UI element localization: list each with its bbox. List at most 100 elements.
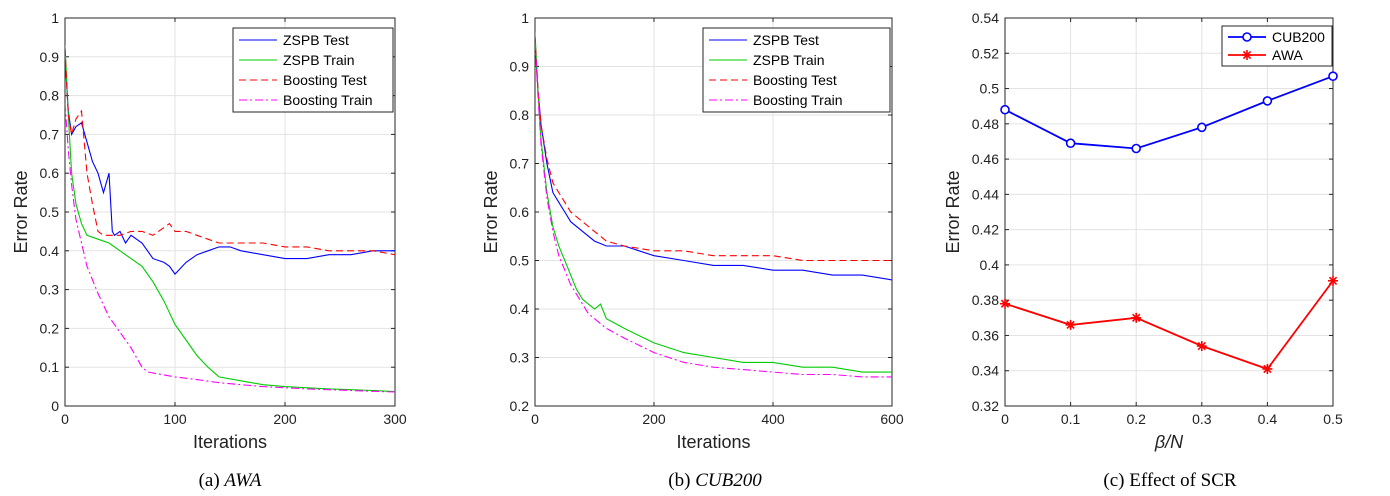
- y-tick-label: 0.7: [40, 126, 60, 142]
- figure-caption: (c) Effect of SCR: [1103, 470, 1236, 491]
- y-axis-label: Error Rate: [481, 170, 501, 253]
- x-tick-label: 100: [163, 411, 187, 427]
- legend-label: Boosting Train: [283, 92, 373, 108]
- series-line-zspb-train: [535, 32, 892, 373]
- series-group: [65, 45, 395, 393]
- y-tick-label: 0.9: [40, 49, 60, 65]
- plot-frame: [1004, 17, 1334, 407]
- x-tick-label: 600: [880, 411, 904, 427]
- legend-box: [1221, 25, 1333, 67]
- data-point-circle: [1262, 96, 1273, 106]
- y-tick-label: 0.2: [510, 398, 530, 414]
- data-point-star: [1262, 363, 1273, 374]
- data-point-star: [1328, 275, 1338, 286]
- data-point-star: [1065, 319, 1076, 330]
- y-tick-label: 0.6: [510, 204, 530, 220]
- legend: ZSPB Test ZSPB Train Boosting Test Boosting…: [702, 27, 891, 113]
- y-tick-label: 0.2: [40, 320, 60, 336]
- y-tick-label: 0.52: [972, 45, 999, 61]
- legend-label: Boosting Train: [753, 92, 843, 108]
- series-line-boosting-train: [535, 42, 892, 378]
- legend-box: [232, 27, 394, 113]
- x-axis-label: Iterations: [676, 432, 750, 452]
- x-tick-label: 0.2: [1126, 411, 1146, 427]
- y-tick-label: 0.7: [510, 156, 530, 172]
- legend-label: AWA: [1272, 47, 1304, 63]
- x-tick-label: 0: [61, 411, 69, 427]
- legend-label: ZSPB Train: [283, 52, 355, 68]
- data-point-star: [1196, 341, 1207, 352]
- x-tick-label: 0.4: [1258, 411, 1278, 427]
- figure-caption: (b) CUB200: [668, 470, 762, 491]
- legend-label: CUB200: [1272, 29, 1325, 45]
- y-tick-label: 0.4: [510, 301, 530, 317]
- y-tick-label: 0.5: [40, 204, 60, 220]
- y-tick-label: 0.38: [972, 292, 999, 308]
- y-tick-label: 0.5: [510, 253, 530, 269]
- y-tick-label: 0.8: [40, 88, 60, 104]
- y-tick-label: 0: [51, 398, 59, 414]
- data-point-circle: [1065, 138, 1076, 149]
- legend-label: ZSPB Test: [283, 32, 349, 48]
- y-tick-label: 0.3: [40, 282, 60, 298]
- y-tick-label: 0.54: [972, 10, 999, 26]
- x-tick-label: 0.3: [1192, 411, 1212, 427]
- x-tick-label: 0.1: [1061, 411, 1081, 427]
- data-point-star: [1000, 298, 1010, 309]
- series-line-zspb-test: [535, 42, 892, 281]
- y-tick-label: 0.4: [40, 243, 60, 259]
- y-tick-label: 0.44: [972, 186, 999, 202]
- series-group: [535, 32, 892, 378]
- chart-2: 0 0.1 0.2 0.3 0.4 0.5 0.32 0.34 0.36 0.38 0.4 0.42 0…: [943, 10, 1343, 491]
- x-axis-label: β/N: [1154, 432, 1184, 452]
- legend: ZSPB Test ZSPB Train Boosting Test Boosting…: [232, 27, 394, 113]
- legend-label: Boosting Test: [753, 72, 837, 88]
- y-tick-label: 0.9: [510, 59, 530, 75]
- y-axis-label: Error Rate: [11, 170, 31, 253]
- legend-label: Boosting Test: [283, 72, 367, 88]
- y-tick-label: 0.36: [972, 327, 999, 343]
- legend-box: [702, 27, 891, 113]
- series-line-boosting-train: [65, 103, 395, 393]
- legend-marker-circle: [1242, 32, 1252, 42]
- data-point-circle: [1328, 71, 1338, 81]
- x-tick-label: 0: [1001, 411, 1009, 427]
- x-tick-label: 0.5: [1323, 411, 1343, 427]
- series-line-boosting-test: [65, 48, 395, 256]
- y-tick-label: 1: [521, 10, 529, 26]
- y-axis-label: Error Rate: [943, 170, 963, 253]
- y-tick-label: 0.4: [980, 257, 1000, 273]
- series-line-zspb-test: [65, 56, 395, 275]
- series-line-awa: [1005, 280, 1333, 371]
- x-tick-label: 400: [761, 411, 785, 427]
- y-tick-label: 0.5: [980, 81, 1000, 97]
- x-tick-label: 0: [531, 411, 539, 427]
- legend: CUB200 AWA: [1221, 25, 1333, 67]
- series-line-zspb-train: [65, 45, 395, 393]
- y-tick-label: 0.3: [510, 350, 530, 366]
- chart-0: 0 100 200 300 0 0.1 0.2 0.3 0.4 0.5 0.6 0.7 0.8 0.9 1 I…: [11, 10, 407, 491]
- data-point-circle: [1197, 122, 1207, 133]
- x-tick-label: 200: [273, 411, 297, 427]
- chart-1: 0 200 400 600 0.2 0.3 0.4 0.5 0.6 0.7 0.8 0.9 1 Itera…: [481, 10, 904, 491]
- y-tick-label: 0.32: [972, 398, 999, 414]
- data-point-circle: [1000, 104, 1010, 115]
- y-tick-label: 0.46: [972, 151, 999, 167]
- series-group: [1005, 75, 1333, 371]
- x-axis-label: Iterations: [193, 432, 267, 452]
- y-tick-label: 0.6: [40, 165, 60, 181]
- data-point-star: [1131, 312, 1142, 323]
- x-tick-label: 200: [642, 411, 666, 427]
- x-tick-label: 300: [383, 411, 407, 427]
- y-tick-label: 0.1: [40, 359, 60, 375]
- y-tick-label: 0.48: [972, 116, 999, 132]
- y-tick-label: 0.8: [510, 107, 530, 123]
- legend-marker-star: [1242, 50, 1252, 60]
- data-point-circle: [1131, 143, 1141, 154]
- y-tick-label: 0.42: [972, 222, 999, 238]
- legend-label: ZSPB Test: [753, 32, 819, 48]
- series-line-cub200: [1005, 75, 1333, 150]
- y-tick-label: 0.34: [972, 363, 999, 379]
- legend-label: ZSPB Train: [753, 52, 825, 68]
